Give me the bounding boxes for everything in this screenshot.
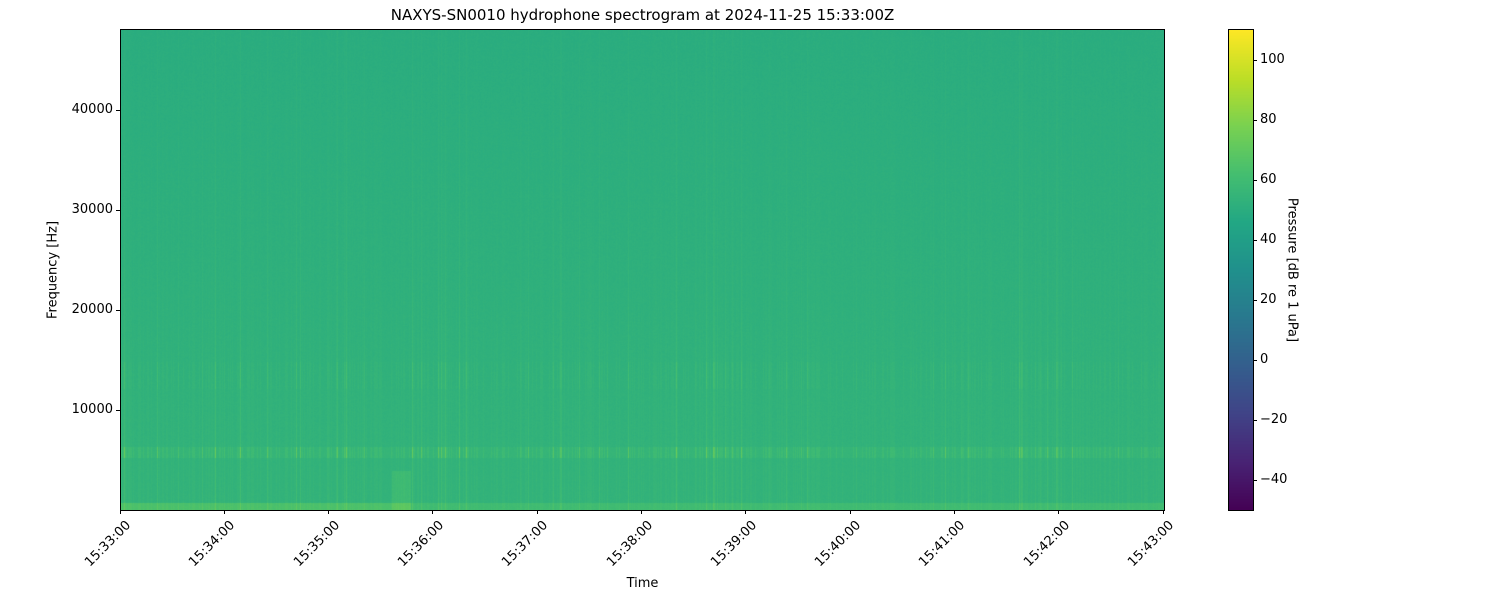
y-axis-label: Frequency [Hz]: [45, 220, 61, 320]
colorbar-tick-mark: [1253, 179, 1257, 181]
x-tick-label: 15:38:00: [603, 518, 656, 570]
colorbar-tick-mark: [1253, 239, 1257, 241]
y-tick-label: 10000: [71, 402, 113, 417]
x-tick-mark: [745, 510, 747, 514]
x-tick-mark: [328, 510, 330, 514]
y-tick-mark: [116, 409, 120, 411]
spectrogram-image: [121, 30, 1164, 510]
x-tick-mark: [849, 510, 851, 514]
x-tick-mark: [1058, 510, 1060, 514]
x-tick-label: 15:43:00: [1125, 518, 1177, 570]
colorbar-tick-mark: [1253, 479, 1257, 481]
x-tick-label: 15:39:00: [707, 518, 760, 570]
x-tick-label: 15:41:00: [916, 518, 969, 570]
x-tick-mark: [953, 510, 955, 514]
x-tick-mark: [641, 510, 642, 514]
colorbar-tick-label: 40: [1260, 232, 1277, 247]
y-tick-label: 20000: [71, 302, 113, 317]
x-tick-mark: [119, 510, 121, 514]
colorbar-tick-label: 80: [1260, 112, 1277, 127]
x-tick-mark: [1162, 510, 1164, 514]
x-tick-label: 15:40:00: [812, 518, 865, 570]
colorbar-tick-mark: [1253, 119, 1257, 121]
chart-title: NAXYS-SN0010 hydrophone spectrogram at 2…: [390, 6, 895, 24]
colorbar-tick-mark: [1253, 419, 1257, 421]
x-tick-label: 15:33:00: [82, 518, 134, 570]
colorbar-tick-label: 20: [1260, 292, 1277, 307]
colorbar-tick-label: 0: [1260, 352, 1269, 367]
y-tick-mark: [116, 309, 120, 311]
colorbar-label: Pressure [dB re 1 uPa]: [1284, 197, 1300, 343]
colorbar-tick-label: −20: [1260, 412, 1288, 427]
y-tick-label: 30000: [71, 202, 113, 217]
x-tick-label: 15:35:00: [290, 518, 343, 570]
y-tick-mark: [116, 209, 120, 211]
colorbar-tick-label: −40: [1260, 472, 1288, 487]
colorbar-tick-mark: [1253, 59, 1257, 61]
colorbar-tick-label: 60: [1260, 172, 1277, 187]
x-tick-label: 15:42:00: [1020, 518, 1073, 570]
x-tick-mark: [536, 510, 538, 514]
x-tick-label: 15:34:00: [186, 518, 239, 570]
y-tick-mark: [116, 109, 120, 111]
y-tick-label: 40000: [71, 102, 113, 117]
colorbar-tick-label: 100: [1260, 52, 1285, 67]
x-tick-label: 15:37:00: [499, 518, 552, 570]
colorbar: [1229, 30, 1253, 510]
colorbar-tick-mark: [1253, 359, 1257, 361]
x-tick-mark: [223, 510, 225, 514]
x-tick-mark: [432, 510, 434, 514]
x-tick-label: 15:36:00: [394, 518, 447, 570]
x-axis-label: Time: [626, 576, 659, 591]
colorbar-tick-mark: [1253, 299, 1257, 301]
